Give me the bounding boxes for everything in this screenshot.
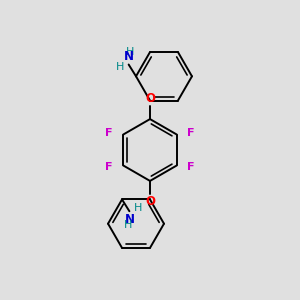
Text: H: H (116, 62, 124, 73)
Text: F: F (105, 128, 113, 138)
Text: O: O (145, 92, 155, 105)
Text: N: N (124, 50, 134, 63)
Text: F: F (187, 128, 195, 138)
Text: H: H (124, 220, 132, 230)
Text: H: H (126, 47, 134, 57)
Text: F: F (105, 162, 113, 172)
Text: O: O (145, 195, 155, 208)
Text: N: N (124, 213, 134, 226)
Text: F: F (187, 162, 195, 172)
Text: H: H (134, 203, 142, 213)
